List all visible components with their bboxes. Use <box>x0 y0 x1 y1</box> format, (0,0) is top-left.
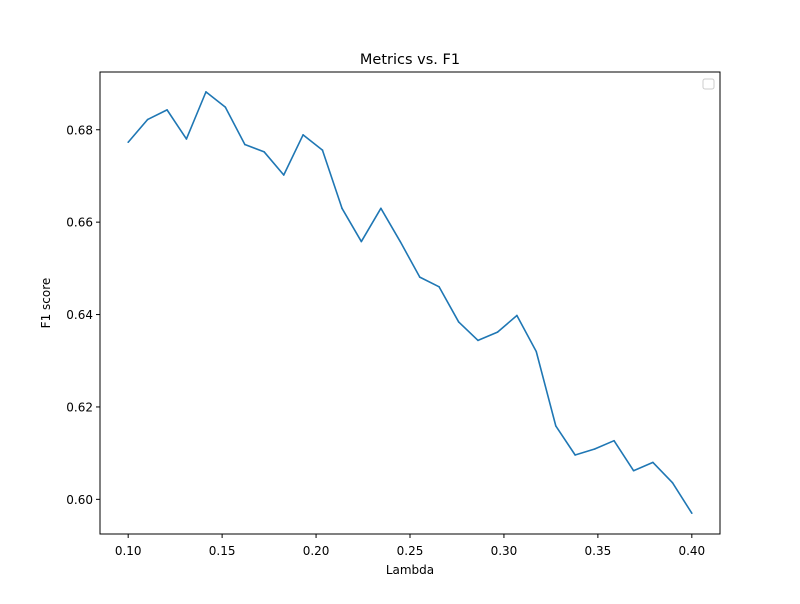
data-point <box>263 151 266 153</box>
data-point <box>535 350 538 353</box>
y-tick-label: 0.60 <box>66 493 93 507</box>
x-tick-label: 0.30 <box>491 544 518 558</box>
y-axis-ticks: 0.60 0.62 0.64 0.66 0.68 <box>66 123 100 507</box>
data-point <box>574 454 576 456</box>
plot-frame <box>99 71 721 535</box>
data-point <box>205 91 207 93</box>
x-tick-label: 0.40 <box>678 544 705 558</box>
data-point <box>224 106 227 108</box>
data-point <box>496 331 499 333</box>
data-point <box>652 461 654 464</box>
x-tick-label: 0.35 <box>585 544 612 558</box>
data-point <box>341 207 343 210</box>
y-tick-label: 0.66 <box>66 216 93 230</box>
legend-box <box>702 78 715 90</box>
series-layer <box>127 91 693 515</box>
data-point <box>166 109 168 111</box>
data-point <box>516 314 518 317</box>
x-tick-label: 0.15 <box>209 544 236 558</box>
data-point <box>185 138 188 140</box>
x-axis-label: Lambda <box>386 563 434 577</box>
data-point <box>457 321 460 323</box>
data-point <box>691 512 693 515</box>
chart-title: Metrics vs. F1 <box>360 52 460 68</box>
data-point <box>399 240 402 243</box>
data-point <box>593 448 596 450</box>
x-tick-label: 0.10 <box>115 544 142 558</box>
data-point <box>671 481 674 484</box>
data-point <box>632 469 635 472</box>
x-tick-label: 0.20 <box>303 544 330 558</box>
data-point <box>321 149 324 151</box>
y-tick-label: 0.62 <box>66 400 93 414</box>
data-point <box>244 143 246 146</box>
data-point <box>438 286 440 288</box>
data-point <box>302 134 304 136</box>
data-point <box>613 439 615 442</box>
x-tick-label: 0.25 <box>397 544 424 558</box>
data-point <box>477 339 479 342</box>
y-axis-label: F1 score <box>39 278 53 329</box>
data-point <box>380 207 382 210</box>
data-point <box>554 425 557 427</box>
data-point <box>127 141 129 144</box>
x-axis-ticks: 0.10 0.15 0.20 0.25 0.30 0.35 0.40 <box>115 534 705 558</box>
data-point <box>360 240 363 243</box>
y-tick-label: 0.64 <box>66 308 93 322</box>
data-point <box>418 276 421 278</box>
series-line <box>127 91 693 514</box>
data-point <box>282 174 285 176</box>
y-tick-label: 0.68 <box>66 123 93 137</box>
data-point <box>146 118 149 121</box>
